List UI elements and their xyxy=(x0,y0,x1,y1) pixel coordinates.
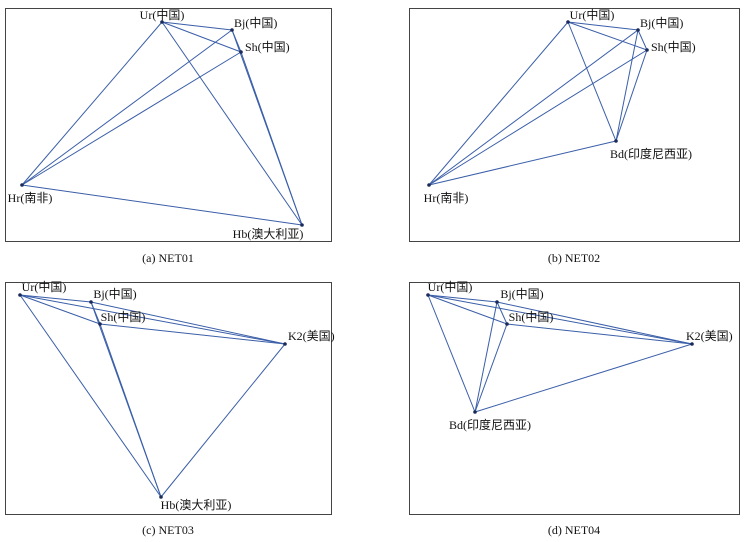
edge xyxy=(506,323,693,345)
panel-frame xyxy=(409,282,740,515)
node xyxy=(426,293,430,297)
node-label: Sh(中国) xyxy=(245,39,290,54)
panel-frame xyxy=(409,8,740,242)
edge xyxy=(428,29,639,186)
node xyxy=(89,300,93,304)
edge xyxy=(21,51,242,186)
edge xyxy=(90,301,286,345)
node xyxy=(20,183,24,187)
node-label: Bj(中国) xyxy=(234,15,277,30)
node-label: Sh(中国) xyxy=(101,309,146,324)
node xyxy=(473,410,477,414)
edge xyxy=(428,49,648,186)
node-label: Hr(南非) xyxy=(424,190,469,205)
edge xyxy=(21,184,303,226)
node-label: K2(美国) xyxy=(288,329,335,343)
edge xyxy=(427,294,693,345)
edge xyxy=(161,21,233,31)
edge xyxy=(160,343,286,498)
edge xyxy=(637,29,648,51)
node-label: Hb(澳大利亚) xyxy=(161,498,232,512)
edge xyxy=(161,21,303,226)
edge xyxy=(496,301,508,325)
node xyxy=(427,183,431,187)
node xyxy=(690,342,694,346)
edge xyxy=(428,21,569,186)
node xyxy=(300,223,304,227)
panel-caption: (b) NET02 xyxy=(548,251,600,265)
node xyxy=(566,20,570,24)
node-label: Hb(澳大利亚) xyxy=(233,227,304,241)
edge xyxy=(474,323,508,413)
node xyxy=(645,48,649,52)
node xyxy=(495,300,499,304)
edge xyxy=(161,21,242,53)
panel-caption: (d) NET04 xyxy=(548,523,600,537)
node-label: Bd(印度尼西亚) xyxy=(449,417,531,432)
node-label: Bj(中国) xyxy=(93,286,136,301)
edge xyxy=(99,323,162,498)
node-label: Sh(中国) xyxy=(651,39,696,54)
edge xyxy=(615,29,639,142)
node-label: Sh(中国) xyxy=(509,309,554,324)
edge xyxy=(427,294,476,413)
edge xyxy=(19,294,101,325)
edge xyxy=(428,140,617,186)
edge xyxy=(474,343,693,413)
edge xyxy=(19,294,286,345)
edge xyxy=(567,21,648,51)
node xyxy=(230,28,234,32)
node xyxy=(614,139,618,143)
node xyxy=(160,20,164,24)
node xyxy=(283,342,287,346)
panel-caption: (c) NET03 xyxy=(142,523,194,537)
node-label: Ur(中国) xyxy=(570,7,615,22)
edge xyxy=(19,294,162,498)
edge xyxy=(21,29,233,186)
edge xyxy=(567,21,617,142)
node-label: Hr(南非) xyxy=(8,190,53,205)
node xyxy=(505,322,509,326)
node-label: Bj(中国) xyxy=(640,15,683,30)
panel-frame xyxy=(5,8,332,242)
edge xyxy=(567,21,639,31)
node xyxy=(159,495,163,499)
edge xyxy=(474,301,498,413)
edge xyxy=(99,323,286,345)
edge xyxy=(615,49,648,142)
edge xyxy=(427,294,498,303)
node-label: Ur(中国) xyxy=(428,279,473,294)
edge xyxy=(240,51,303,226)
node-label: Bd(印度尼西亚) xyxy=(610,146,692,161)
node xyxy=(18,293,22,297)
edge xyxy=(19,294,92,303)
node xyxy=(636,28,640,32)
node xyxy=(98,322,102,326)
panel-caption: (a) NET01 xyxy=(142,251,194,265)
node-label: Ur(中国) xyxy=(22,279,67,294)
node-label: Ur(中国) xyxy=(140,7,185,22)
edge xyxy=(21,21,163,186)
node-label: Bj(中国) xyxy=(500,286,543,301)
node xyxy=(239,50,243,54)
edge xyxy=(496,301,693,345)
node-label: K2(美国) xyxy=(686,329,733,343)
panel-frame xyxy=(5,282,332,515)
